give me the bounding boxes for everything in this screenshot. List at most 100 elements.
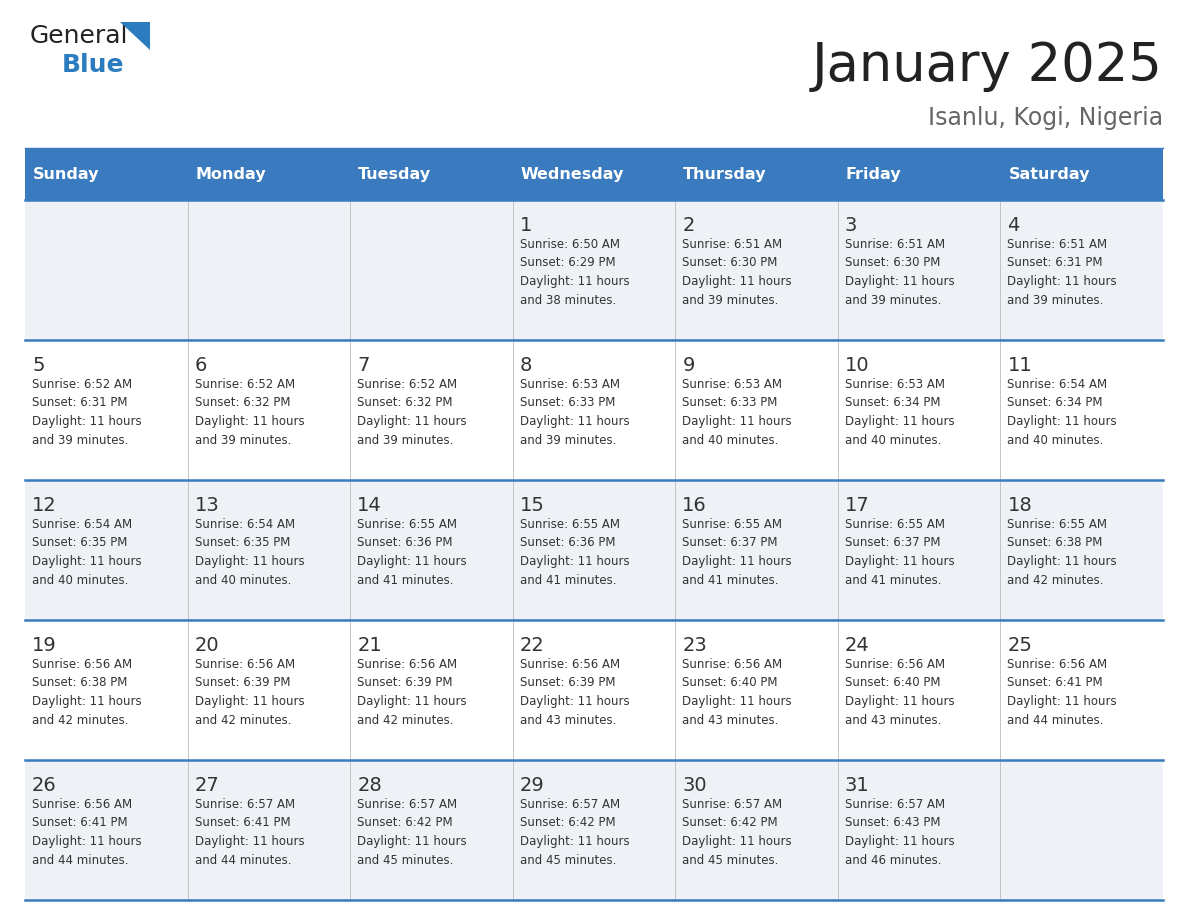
Text: 24: 24: [845, 636, 870, 655]
Text: 11: 11: [1007, 356, 1032, 375]
Text: 16: 16: [682, 496, 707, 515]
Text: Sunrise: 6:51 AM
Sunset: 6:30 PM
Daylight: 11 hours
and 39 minutes.: Sunrise: 6:51 AM Sunset: 6:30 PM Dayligh…: [845, 238, 954, 307]
Bar: [838, 760, 1000, 900]
Bar: [838, 480, 1000, 620]
Text: Sunrise: 6:56 AM
Sunset: 6:39 PM
Daylight: 11 hours
and 42 minutes.: Sunrise: 6:56 AM Sunset: 6:39 PM Dayligh…: [358, 658, 467, 726]
Bar: [25, 200, 188, 340]
Bar: [513, 620, 675, 760]
Text: Sunrise: 6:53 AM
Sunset: 6:33 PM
Daylight: 11 hours
and 40 minutes.: Sunrise: 6:53 AM Sunset: 6:33 PM Dayligh…: [682, 378, 792, 446]
Text: Isanlu, Kogi, Nigeria: Isanlu, Kogi, Nigeria: [928, 106, 1163, 130]
Text: Thursday: Thursday: [683, 166, 766, 182]
Text: Sunrise: 6:56 AM
Sunset: 6:38 PM
Daylight: 11 hours
and 42 minutes.: Sunrise: 6:56 AM Sunset: 6:38 PM Dayligh…: [32, 658, 141, 726]
Text: 9: 9: [682, 356, 695, 375]
Text: 12: 12: [32, 496, 57, 515]
Text: Sunrise: 6:51 AM
Sunset: 6:31 PM
Daylight: 11 hours
and 39 minutes.: Sunrise: 6:51 AM Sunset: 6:31 PM Dayligh…: [1007, 238, 1117, 307]
Text: Tuesday: Tuesday: [358, 166, 431, 182]
Text: 23: 23: [682, 636, 707, 655]
Bar: [675, 620, 838, 760]
Text: Sunrise: 6:57 AM
Sunset: 6:42 PM
Daylight: 11 hours
and 45 minutes.: Sunrise: 6:57 AM Sunset: 6:42 PM Dayligh…: [682, 798, 792, 867]
Text: Sunrise: 6:56 AM
Sunset: 6:39 PM
Daylight: 11 hours
and 42 minutes.: Sunrise: 6:56 AM Sunset: 6:39 PM Dayligh…: [195, 658, 304, 726]
Bar: [350, 480, 513, 620]
Text: Sunrise: 6:53 AM
Sunset: 6:34 PM
Daylight: 11 hours
and 40 minutes.: Sunrise: 6:53 AM Sunset: 6:34 PM Dayligh…: [845, 378, 954, 446]
Bar: [675, 340, 838, 480]
Text: 2: 2: [682, 216, 695, 235]
Text: Sunrise: 6:56 AM
Sunset: 6:41 PM
Daylight: 11 hours
and 44 minutes.: Sunrise: 6:56 AM Sunset: 6:41 PM Dayligh…: [1007, 658, 1117, 726]
Text: Sunrise: 6:54 AM
Sunset: 6:34 PM
Daylight: 11 hours
and 40 minutes.: Sunrise: 6:54 AM Sunset: 6:34 PM Dayligh…: [1007, 378, 1117, 446]
Text: Sunrise: 6:54 AM
Sunset: 6:35 PM
Daylight: 11 hours
and 40 minutes.: Sunrise: 6:54 AM Sunset: 6:35 PM Dayligh…: [32, 518, 141, 587]
Bar: [675, 480, 838, 620]
Bar: [188, 200, 350, 340]
Bar: [513, 760, 675, 900]
Bar: [188, 480, 350, 620]
Text: Sunrise: 6:52 AM
Sunset: 6:32 PM
Daylight: 11 hours
and 39 minutes.: Sunrise: 6:52 AM Sunset: 6:32 PM Dayligh…: [358, 378, 467, 446]
Bar: [188, 760, 350, 900]
Text: 25: 25: [1007, 636, 1032, 655]
Text: Sunrise: 6:50 AM
Sunset: 6:29 PM
Daylight: 11 hours
and 38 minutes.: Sunrise: 6:50 AM Sunset: 6:29 PM Dayligh…: [519, 238, 630, 307]
Text: January 2025: January 2025: [813, 40, 1163, 92]
Bar: [350, 340, 513, 480]
Text: 28: 28: [358, 776, 381, 795]
Bar: [350, 148, 513, 200]
Text: 27: 27: [195, 776, 220, 795]
Bar: [1000, 200, 1163, 340]
Text: 31: 31: [845, 776, 870, 795]
Text: 20: 20: [195, 636, 220, 655]
Bar: [350, 200, 513, 340]
Text: Sunrise: 6:56 AM
Sunset: 6:40 PM
Daylight: 11 hours
and 43 minutes.: Sunrise: 6:56 AM Sunset: 6:40 PM Dayligh…: [845, 658, 954, 726]
Bar: [1000, 760, 1163, 900]
Text: 30: 30: [682, 776, 707, 795]
Text: Monday: Monday: [196, 166, 266, 182]
Text: 4: 4: [1007, 216, 1019, 235]
Bar: [25, 760, 188, 900]
Text: Friday: Friday: [846, 166, 902, 182]
Bar: [838, 620, 1000, 760]
Text: Blue: Blue: [62, 53, 125, 77]
Text: 17: 17: [845, 496, 870, 515]
Text: Sunrise: 6:57 AM
Sunset: 6:42 PM
Daylight: 11 hours
and 45 minutes.: Sunrise: 6:57 AM Sunset: 6:42 PM Dayligh…: [358, 798, 467, 867]
Bar: [25, 620, 188, 760]
Bar: [1000, 620, 1163, 760]
Bar: [1000, 340, 1163, 480]
Bar: [188, 340, 350, 480]
Text: Sunrise: 6:53 AM
Sunset: 6:33 PM
Daylight: 11 hours
and 39 minutes.: Sunrise: 6:53 AM Sunset: 6:33 PM Dayligh…: [519, 378, 630, 446]
Text: 10: 10: [845, 356, 870, 375]
Text: Sunrise: 6:55 AM
Sunset: 6:36 PM
Daylight: 11 hours
and 41 minutes.: Sunrise: 6:55 AM Sunset: 6:36 PM Dayligh…: [519, 518, 630, 587]
Bar: [838, 148, 1000, 200]
Bar: [513, 480, 675, 620]
Text: Sunrise: 6:55 AM
Sunset: 6:38 PM
Daylight: 11 hours
and 42 minutes.: Sunrise: 6:55 AM Sunset: 6:38 PM Dayligh…: [1007, 518, 1117, 587]
Text: Saturday: Saturday: [1009, 166, 1089, 182]
Text: Wednesday: Wednesday: [520, 166, 624, 182]
Bar: [513, 148, 675, 200]
Bar: [25, 340, 188, 480]
Bar: [188, 620, 350, 760]
Text: 5: 5: [32, 356, 44, 375]
Text: Sunrise: 6:52 AM
Sunset: 6:31 PM
Daylight: 11 hours
and 39 minutes.: Sunrise: 6:52 AM Sunset: 6:31 PM Dayligh…: [32, 378, 141, 446]
Text: Sunrise: 6:55 AM
Sunset: 6:37 PM
Daylight: 11 hours
and 41 minutes.: Sunrise: 6:55 AM Sunset: 6:37 PM Dayligh…: [682, 518, 792, 587]
Bar: [513, 200, 675, 340]
Text: 26: 26: [32, 776, 57, 795]
Bar: [675, 148, 838, 200]
Bar: [25, 480, 188, 620]
Text: Sunrise: 6:55 AM
Sunset: 6:37 PM
Daylight: 11 hours
and 41 minutes.: Sunrise: 6:55 AM Sunset: 6:37 PM Dayligh…: [845, 518, 954, 587]
Text: Sunrise: 6:57 AM
Sunset: 6:43 PM
Daylight: 11 hours
and 46 minutes.: Sunrise: 6:57 AM Sunset: 6:43 PM Dayligh…: [845, 798, 954, 867]
Text: 13: 13: [195, 496, 220, 515]
Text: 21: 21: [358, 636, 381, 655]
Text: Sunrise: 6:57 AM
Sunset: 6:42 PM
Daylight: 11 hours
and 45 minutes.: Sunrise: 6:57 AM Sunset: 6:42 PM Dayligh…: [519, 798, 630, 867]
Text: 15: 15: [519, 496, 544, 515]
Text: 19: 19: [32, 636, 57, 655]
Bar: [675, 760, 838, 900]
Text: 6: 6: [195, 356, 207, 375]
Text: General: General: [30, 24, 128, 48]
Bar: [25, 148, 188, 200]
Text: Sunrise: 6:56 AM
Sunset: 6:39 PM
Daylight: 11 hours
and 43 minutes.: Sunrise: 6:56 AM Sunset: 6:39 PM Dayligh…: [519, 658, 630, 726]
Bar: [350, 760, 513, 900]
Text: #222222: #222222: [30, 49, 37, 50]
Text: Sunday: Sunday: [33, 166, 100, 182]
Polygon shape: [120, 22, 150, 50]
Bar: [675, 200, 838, 340]
Text: Sunrise: 6:55 AM
Sunset: 6:36 PM
Daylight: 11 hours
and 41 minutes.: Sunrise: 6:55 AM Sunset: 6:36 PM Dayligh…: [358, 518, 467, 587]
Bar: [838, 340, 1000, 480]
Bar: [188, 148, 350, 200]
Text: 3: 3: [845, 216, 858, 235]
Bar: [513, 340, 675, 480]
